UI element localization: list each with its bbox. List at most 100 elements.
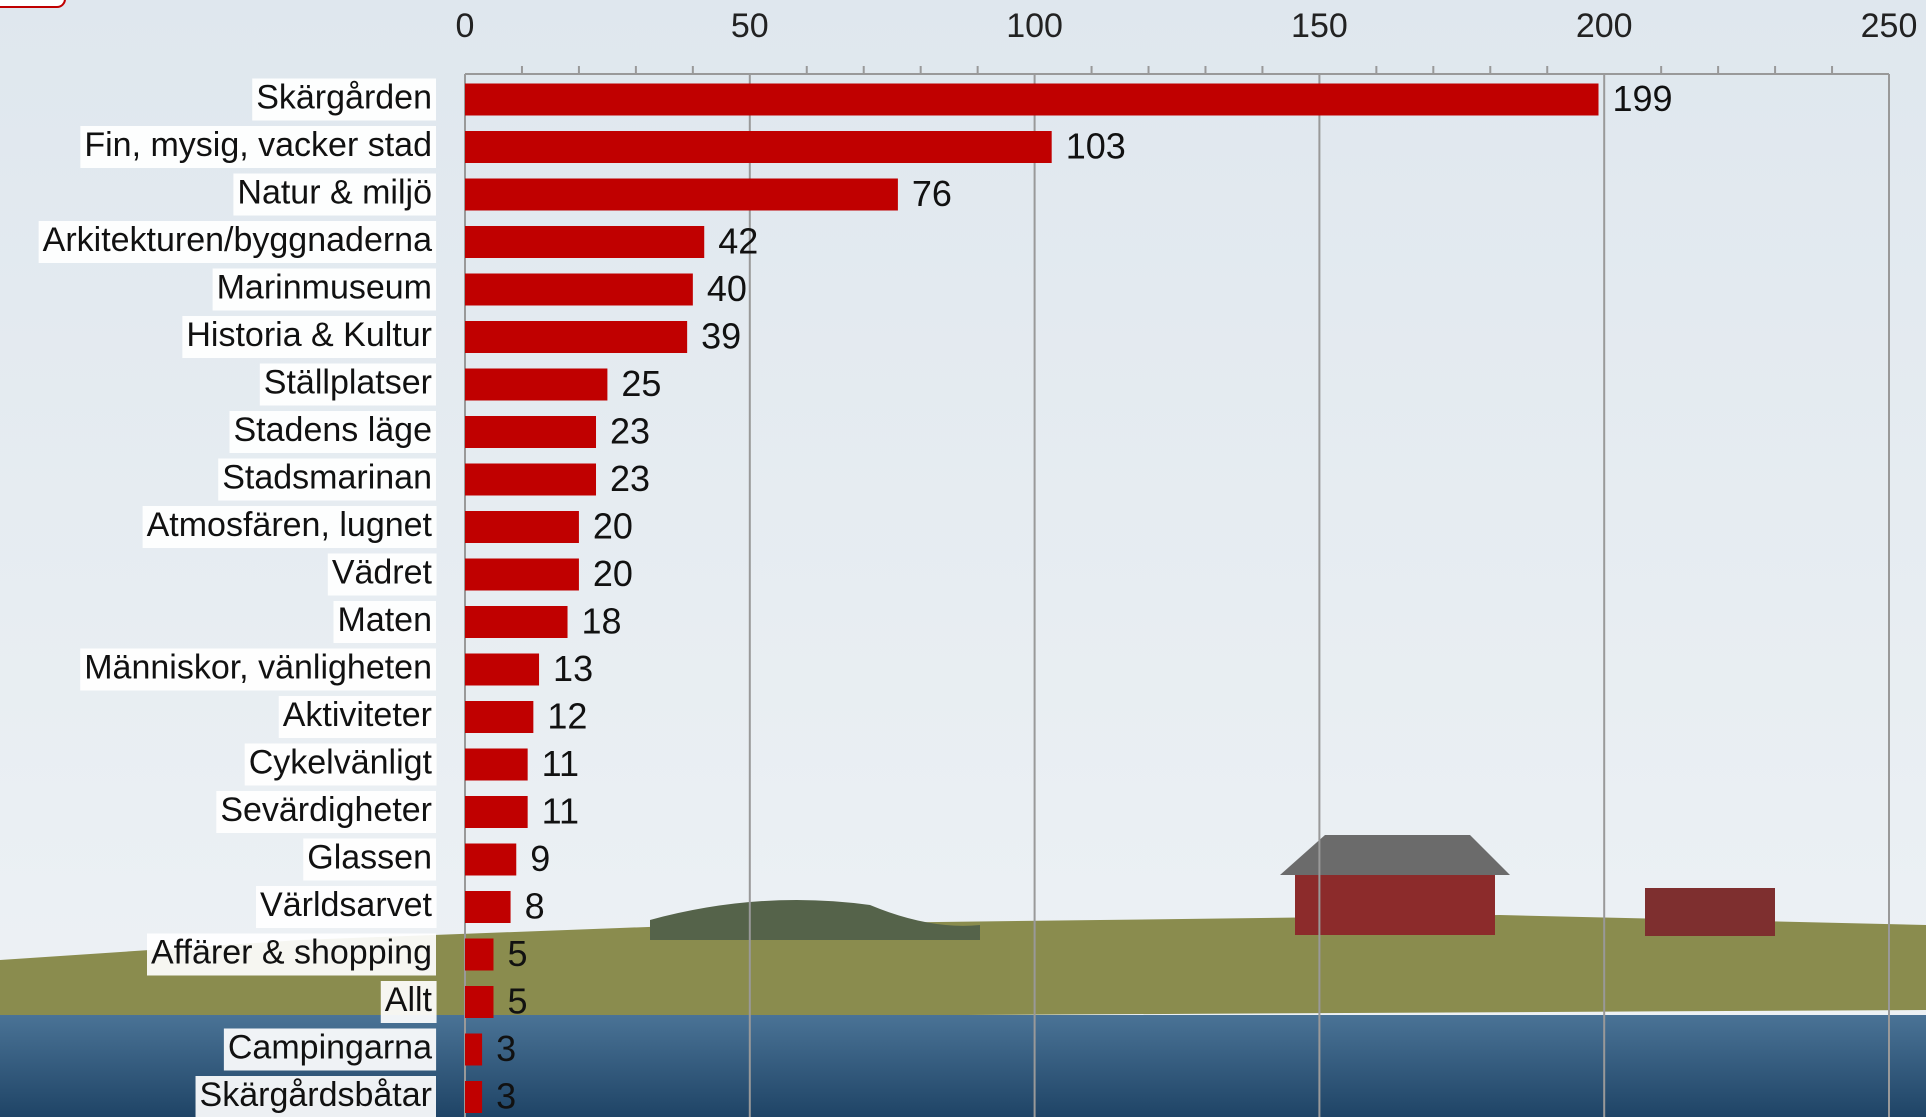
label-background — [218, 458, 436, 501]
value-label: 40 — [707, 268, 747, 309]
x-tick-label: 0 — [456, 7, 475, 45]
value-label: 13 — [553, 648, 593, 689]
label-background — [182, 316, 436, 358]
y-tick-label: Ställplatser — [264, 363, 432, 401]
y-tick-label: Fin, mysig, vacker stad — [84, 126, 432, 164]
value-label: 9 — [530, 838, 550, 879]
bar — [465, 701, 534, 733]
y-tick-label: Stadens läge — [234, 411, 433, 449]
y-tick-label: Sevärdigheter — [220, 791, 432, 829]
x-tick-label: 150 — [1291, 7, 1348, 45]
value-label: 199 — [1613, 78, 1673, 119]
bar — [465, 416, 597, 448]
label-background — [212, 268, 436, 311]
bar — [465, 843, 517, 876]
background-roof — [1280, 835, 1510, 875]
value-label: 42 — [718, 221, 758, 262]
x-tick-label: 50 — [731, 7, 769, 45]
background-rocks — [650, 900, 980, 940]
value-label: 11 — [542, 743, 579, 784]
y-tick-label: Natur & miljö — [237, 173, 432, 211]
value-label: 23 — [610, 411, 650, 452]
label-background — [252, 78, 436, 121]
bar — [465, 511, 579, 543]
value-label: 3 — [496, 1076, 516, 1117]
label-background — [244, 743, 437, 786]
label-background — [233, 173, 436, 216]
label-background — [195, 1076, 436, 1117]
value-label: 103 — [1066, 126, 1126, 167]
corner-badge — [0, 0, 66, 8]
bar — [465, 83, 1599, 116]
y-tick-label: Maten — [338, 601, 433, 639]
value-label: 76 — [912, 173, 952, 214]
bar — [465, 986, 494, 1018]
value-label: 12 — [547, 696, 587, 737]
label-background — [229, 411, 436, 453]
bar — [465, 178, 898, 211]
y-tick-label: Marinmuseum — [217, 268, 432, 306]
bar — [465, 368, 608, 401]
y-tick-label: Atmosfären, lugnet — [147, 506, 433, 544]
bar — [465, 321, 688, 353]
label-background — [327, 553, 437, 596]
y-tick-label: Aktiviteter — [283, 696, 432, 734]
value-label: 3 — [496, 1028, 516, 1069]
bar — [465, 891, 511, 923]
y-tick-label: Cykelvänligt — [249, 743, 433, 781]
y-tick-label: Vädret — [332, 553, 433, 591]
x-tick-label: 250 — [1861, 7, 1918, 45]
value-label: 25 — [621, 363, 661, 404]
label-background — [38, 221, 437, 263]
bar — [465, 273, 693, 306]
bar — [465, 558, 579, 591]
value-label: 5 — [507, 933, 527, 974]
bar — [465, 748, 528, 781]
label-background — [216, 791, 436, 833]
value-label: 5 — [507, 981, 527, 1022]
label-background — [333, 601, 436, 643]
y-tick-label: Arkitekturen/byggnaderna — [43, 221, 432, 259]
value-label: 23 — [610, 458, 650, 499]
y-tick-label: Skärgårdsbåtar — [200, 1076, 432, 1114]
value-label: 8 — [525, 886, 545, 927]
bar — [465, 1033, 483, 1066]
label-background — [147, 933, 436, 976]
y-tick-label: Glassen — [307, 838, 432, 876]
y-tick-label: Stadsmarinan — [222, 458, 432, 496]
y-tick-label: Människor, vänligheten — [84, 648, 432, 686]
bar — [465, 1081, 483, 1113]
label-background — [256, 886, 437, 928]
value-label: 20 — [593, 553, 633, 594]
value-label: 39 — [701, 316, 741, 357]
label-background — [80, 126, 436, 168]
bar — [465, 653, 540, 686]
label-background — [259, 363, 436, 406]
bar — [465, 796, 528, 828]
value-label: 20 — [593, 506, 633, 547]
bar — [465, 606, 568, 638]
label-background — [142, 506, 437, 548]
value-label: 18 — [582, 601, 622, 642]
label-background — [380, 981, 437, 1023]
bar — [465, 131, 1052, 163]
bar — [465, 938, 494, 971]
label-background — [80, 648, 436, 691]
x-tick-label: 100 — [1006, 7, 1063, 45]
bars: Skärgården 199 Fin, mysig, vacker stad 103 N… — [38, 78, 1673, 1117]
y-tick-label: Historia & Kultur — [186, 316, 432, 354]
background-house — [1295, 870, 1495, 935]
label-background — [278, 696, 436, 738]
value-label: 11 — [542, 791, 579, 832]
label-background — [223, 1028, 437, 1071]
bar — [465, 463, 597, 496]
bar — [465, 226, 705, 258]
y-tick-label: Affärer & shopping — [151, 933, 432, 971]
y-tick-label: Allt — [385, 981, 433, 1019]
y-tick-label: Campingarna — [228, 1028, 432, 1066]
y-tick-label: Skärgården — [256, 78, 432, 116]
label-background — [303, 838, 436, 881]
x-tick-label: 200 — [1576, 7, 1633, 45]
background-shed — [1645, 888, 1775, 936]
